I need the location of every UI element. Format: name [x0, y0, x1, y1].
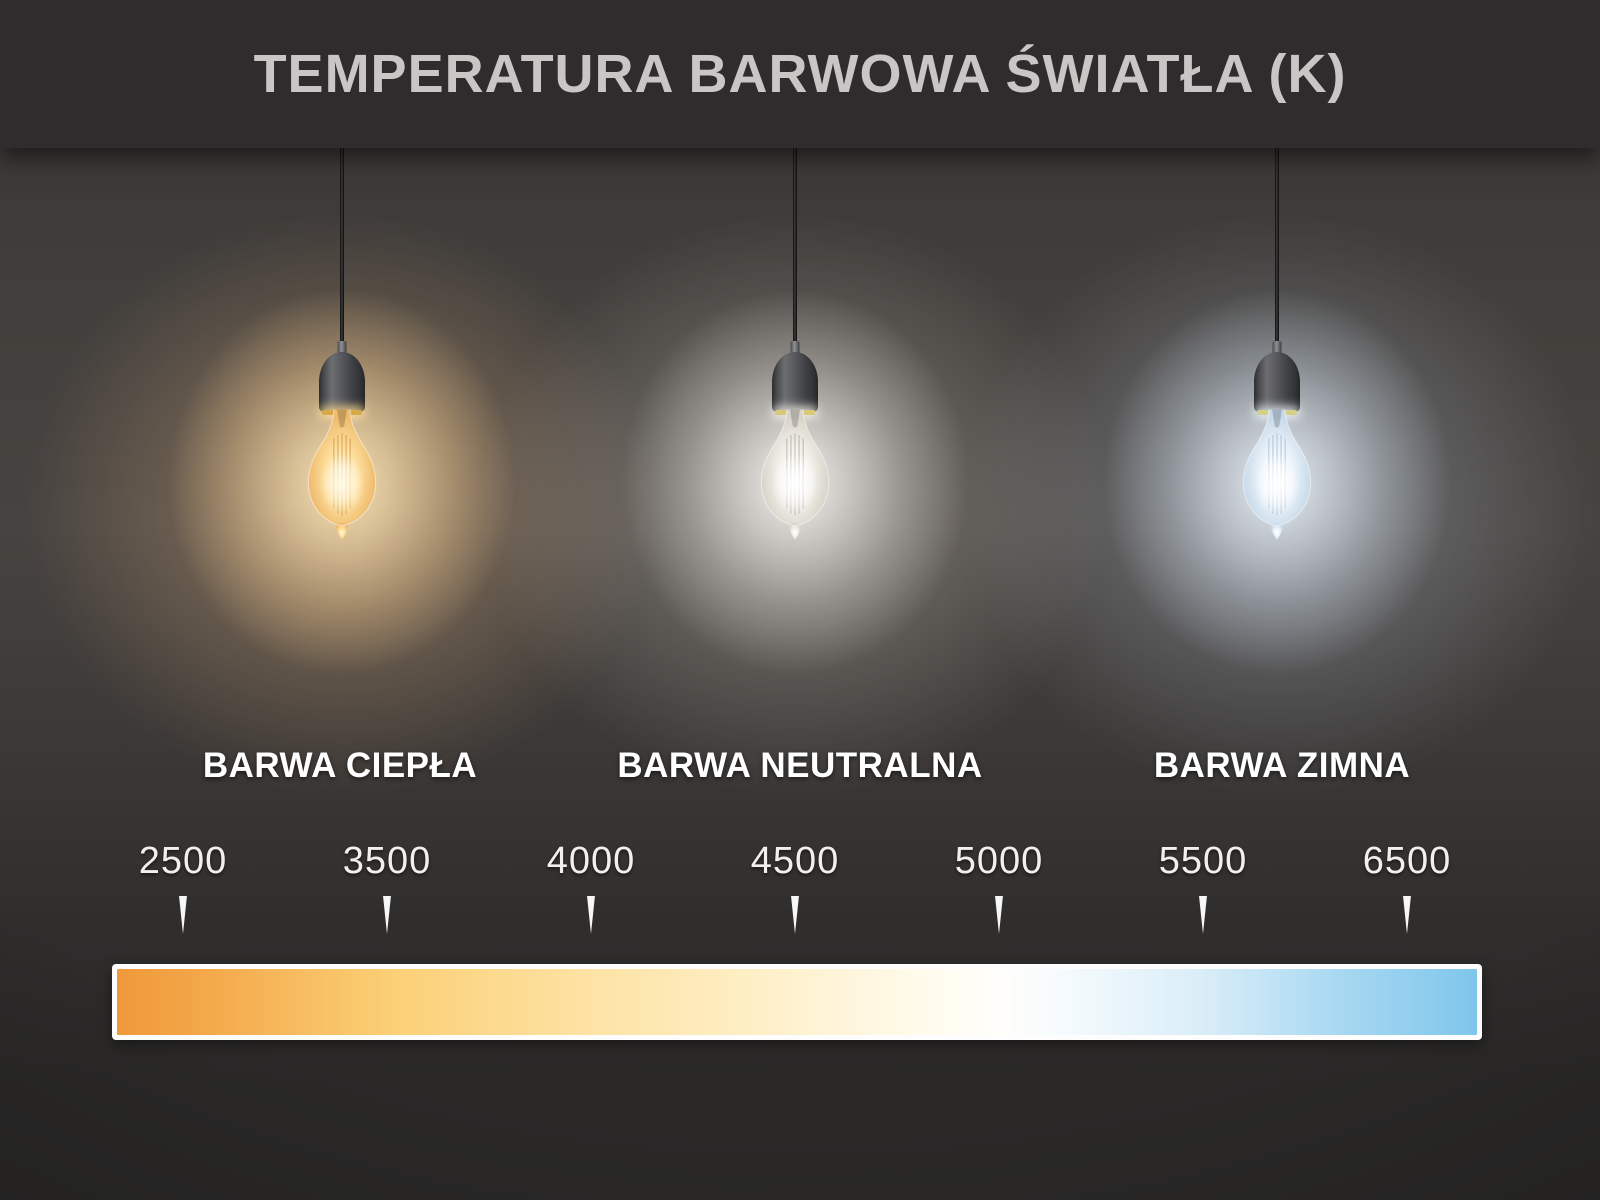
pendant-cord [340, 148, 344, 343]
edison-bulb-icon [1242, 409, 1312, 540]
header: TEMPERATURA BARWOWA ŚWIATŁA (K) [0, 0, 1600, 148]
page-title: TEMPERATURA BARWOWA ŚWIATŁA (K) [253, 44, 1347, 104]
scale-mark-6500: 6500 [1363, 842, 1452, 934]
pendant-cord [793, 148, 797, 343]
scale-mark-5000: 5000 [955, 842, 1044, 934]
label-warm: BARWA CIEPŁA [202, 746, 478, 785]
edison-bulb-icon [760, 409, 830, 540]
scale-mark-4500: 4500 [751, 842, 840, 934]
tick-marker-icon [587, 896, 595, 934]
scale-value: 6500 [1362, 840, 1452, 882]
scale-mark-2500: 2500 [139, 842, 228, 934]
tick-marker-icon [383, 896, 391, 934]
temperature-gradient-bar [112, 964, 1482, 1040]
scale-value: 5500 [1158, 840, 1248, 882]
bulb-socket [772, 352, 818, 412]
pendant-cord [1275, 148, 1279, 343]
bulb-socket [1254, 352, 1300, 412]
tick-marker-icon [995, 896, 1003, 934]
scale-value: 4000 [546, 840, 636, 882]
label-neutral: BARWA NEUTRALNA [617, 746, 983, 785]
tick-marker-icon [1403, 896, 1411, 934]
cord-connector [790, 341, 800, 354]
scale-value: 2500 [138, 840, 228, 882]
label-cold: BARWA ZIMNA [1153, 746, 1411, 785]
cord-connector [337, 341, 347, 354]
tick-marker-icon [1199, 896, 1207, 934]
scale-value: 5000 [954, 840, 1044, 882]
scale-value: 4500 [750, 840, 840, 882]
tick-marker-icon [791, 896, 799, 934]
bulb-socket [319, 352, 365, 412]
scale-mark-3500: 3500 [343, 842, 432, 934]
cord-connector [1272, 341, 1282, 354]
scale-value: 3500 [342, 840, 432, 882]
scale-mark-4000: 4000 [547, 842, 636, 934]
tick-marker-icon [179, 896, 187, 934]
temperature-gradient [117, 969, 1477, 1035]
scale-mark-5500: 5500 [1159, 842, 1248, 934]
